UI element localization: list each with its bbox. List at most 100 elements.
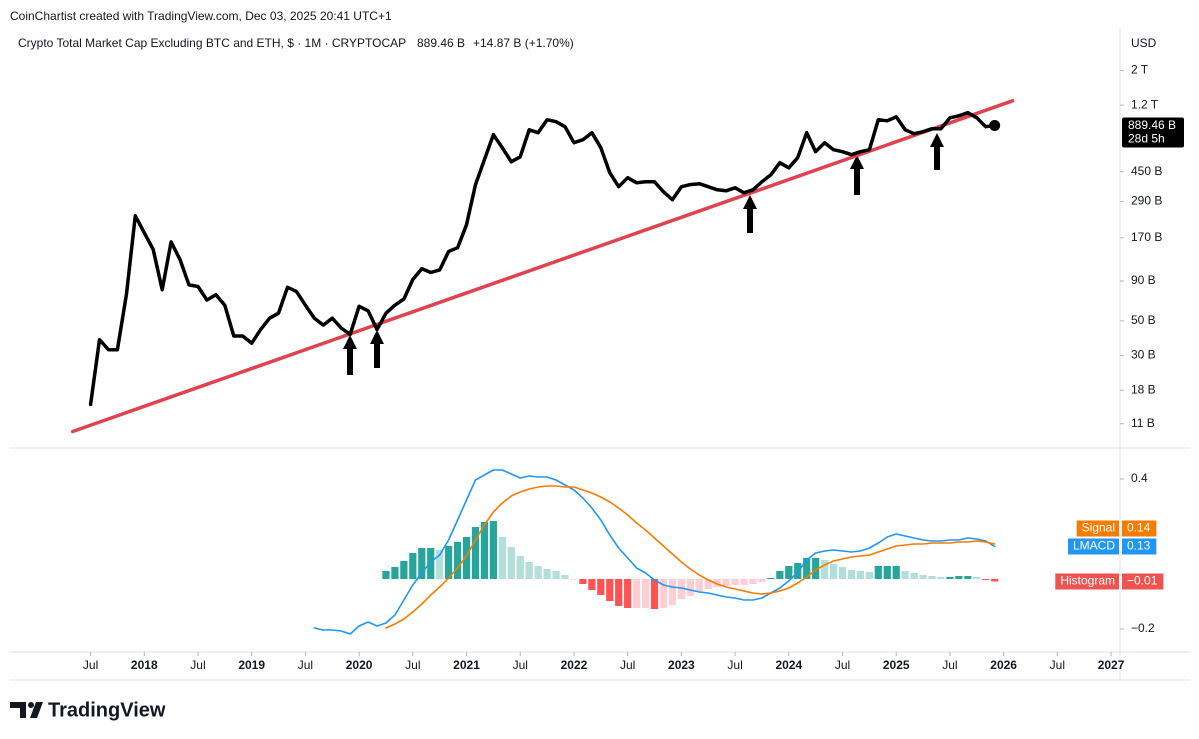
histogram-bar bbox=[713, 579, 721, 587]
histogram-bar bbox=[677, 579, 685, 599]
indicator-line bbox=[313, 469, 996, 635]
legend-value: −0.01 bbox=[1127, 574, 1158, 588]
histogram-bar bbox=[919, 575, 927, 579]
last-price: 889.46 B bbox=[417, 36, 465, 50]
histogram-bar bbox=[606, 579, 614, 601]
histogram-bar bbox=[588, 579, 596, 590]
histogram-bar bbox=[847, 570, 856, 579]
annotations bbox=[343, 133, 944, 375]
y-tick-label: 90 B bbox=[1131, 273, 1156, 287]
legend-value-box bbox=[1122, 573, 1164, 590]
histogram-bar bbox=[910, 573, 918, 579]
histogram-bar bbox=[767, 578, 775, 579]
y-tick-label: −0.2 bbox=[1131, 621, 1155, 635]
arrow bbox=[743, 195, 757, 233]
histogram-bar bbox=[624, 579, 632, 608]
histogram-bar bbox=[445, 546, 453, 579]
legend-value-box bbox=[1122, 538, 1157, 555]
histogram-bar bbox=[722, 579, 730, 586]
legend-name: Histogram bbox=[1060, 574, 1115, 588]
histogram-bar bbox=[892, 566, 900, 579]
histogram-bar bbox=[785, 566, 793, 579]
x-tick-label: Jul bbox=[190, 658, 205, 672]
histogram-bar bbox=[668, 579, 677, 605]
x-tick-label: 2024 bbox=[775, 658, 802, 672]
histogram-bar bbox=[820, 560, 829, 579]
arrow bbox=[850, 155, 864, 195]
histogram-bar bbox=[686, 579, 694, 596]
y-tick-label: 1.2 T bbox=[1131, 97, 1159, 111]
histogram-bar bbox=[480, 522, 489, 579]
header: CoinChartist created with TradingView.co… bbox=[10, 9, 392, 23]
logo-mark bbox=[10, 702, 26, 718]
x-tick-label: 2022 bbox=[561, 658, 588, 672]
histogram-bar bbox=[838, 567, 847, 579]
x-tick-label: 2025 bbox=[883, 658, 910, 672]
histogram-bar bbox=[453, 542, 462, 579]
histogram-bar bbox=[552, 571, 560, 579]
histogram-bar bbox=[427, 548, 435, 579]
x-tick-label: Jul bbox=[298, 658, 313, 672]
histogram-bar bbox=[829, 564, 838, 579]
histogram-bar bbox=[525, 562, 533, 579]
arrow bbox=[370, 330, 384, 368]
histogram-bar bbox=[856, 571, 865, 579]
trendline bbox=[70, 99, 1015, 434]
histogram-bar bbox=[982, 579, 990, 580]
footer-brand: TradingView bbox=[48, 699, 166, 721]
histogram-bar bbox=[400, 561, 408, 579]
x-tick-label: 2019 bbox=[238, 658, 265, 672]
x-tick-label: 2023 bbox=[668, 658, 695, 672]
x-tick-label: Jul bbox=[513, 658, 528, 672]
logo-slash bbox=[30, 702, 43, 718]
price-line bbox=[88, 110, 997, 407]
histogram-bar bbox=[865, 572, 873, 579]
histogram-bar bbox=[489, 521, 497, 579]
logo bbox=[10, 702, 43, 718]
legend-name-box bbox=[1067, 538, 1119, 555]
y-tick-label: 450 B bbox=[1131, 164, 1162, 178]
x-tick-label: Jul bbox=[620, 658, 635, 672]
x-tick-label: Jul bbox=[727, 658, 742, 672]
histogram-bar bbox=[874, 566, 882, 579]
price-label-box bbox=[1122, 117, 1184, 148]
histogram-bar bbox=[812, 558, 820, 579]
histogram-bar bbox=[561, 575, 569, 579]
histogram-bar bbox=[418, 548, 426, 579]
histogram-bar bbox=[543, 569, 551, 579]
legend-name: LMACD bbox=[1073, 539, 1115, 553]
histogram-bar bbox=[901, 571, 909, 579]
y-tick-label: 170 B bbox=[1131, 230, 1162, 244]
x-tick-label: 2021 bbox=[453, 658, 480, 672]
histogram-bar bbox=[382, 571, 390, 579]
histogram-bar bbox=[704, 579, 712, 589]
logo-dot bbox=[28, 702, 34, 708]
price-change: +14.87 B (+1.70%) bbox=[473, 36, 574, 50]
histogram-bar bbox=[391, 567, 399, 579]
last-point bbox=[989, 119, 1001, 131]
y-tick-label: 11 B bbox=[1131, 416, 1155, 430]
histogram-bar bbox=[462, 537, 471, 579]
histogram-bar bbox=[740, 579, 748, 585]
histogram-bar bbox=[731, 579, 739, 585]
histogram-bar bbox=[534, 566, 542, 579]
histogram-bar bbox=[570, 579, 578, 580]
currency: USD bbox=[1131, 36, 1157, 50]
histogram-bar bbox=[883, 566, 891, 579]
histogram-bar bbox=[928, 576, 936, 579]
y-tick-label: 50 B bbox=[1131, 313, 1156, 327]
histogram-bar bbox=[973, 577, 981, 579]
x-tick-label: Jul bbox=[942, 658, 957, 672]
x-tick-label: Jul bbox=[405, 658, 420, 672]
legend-value: 0.14 bbox=[1127, 521, 1151, 535]
x-tick-label: 2018 bbox=[131, 658, 158, 672]
legend-value-box bbox=[1122, 520, 1157, 537]
histogram-bar bbox=[946, 577, 954, 579]
x-tick-label: Jul bbox=[835, 658, 850, 672]
histogram-bar bbox=[991, 579, 999, 582]
arrow bbox=[343, 335, 357, 375]
price-label: 889.46 B bbox=[1128, 118, 1176, 132]
legend-name-box bbox=[1076, 520, 1119, 537]
